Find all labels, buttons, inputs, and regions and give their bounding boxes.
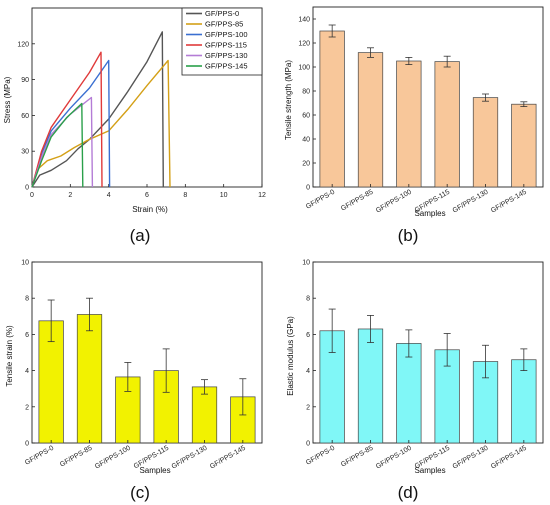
panel-c-xtick-label: GF/PPS-85: [59, 445, 94, 469]
panel-c-xtick-label: GF/PPS-130: [171, 445, 209, 471]
panel-d-xtick-label: GF/PPS-130: [452, 445, 490, 471]
panel-a-ytick-label: 0: [25, 185, 29, 192]
panel-d-axes-frame: [312, 261, 544, 444]
panel-c-axes-frame: [31, 261, 263, 444]
panel-b-bar: [511, 103, 537, 188]
panel-b-ytick-label: 0: [306, 185, 310, 192]
panel-c-xtick-label: GF/PPS-100: [94, 445, 132, 471]
panel-b-bar: [357, 52, 384, 188]
panel-a-caption: (a): [130, 226, 151, 245]
panel-b-ytick-label: 100: [298, 65, 310, 72]
legend-label: GF/PPS-100: [205, 30, 248, 39]
panel-a-xtick-label: 0: [30, 192, 34, 199]
panel-a-xlabel: Strain (%): [132, 205, 168, 214]
legend-label: GF/PPS-85: [205, 20, 243, 29]
panel-c-caption: (c): [130, 483, 150, 502]
panel-b-bar: [472, 97, 499, 188]
panel-a-xtick-label: 4: [107, 192, 111, 199]
panel-b-xtick-label: GF/PPS-100: [375, 189, 413, 215]
panel-c-xtick-label: GF/PPS-0: [24, 445, 55, 467]
panel-d-bar: [357, 328, 384, 444]
panel-c-xlabel: Samples: [139, 466, 170, 475]
legend-label: GF/PPS-115: [205, 41, 247, 50]
panel-c-ytick-label: 0: [25, 441, 29, 448]
panel-b-bar: [396, 60, 422, 188]
panel-d-xtick-label: GF/PPS-0: [305, 445, 336, 467]
panel-a-ylabel: Stress (MPa): [3, 76, 12, 123]
panel-b-axes-frame: [312, 6, 544, 188]
panel-b-xtick-label: GF/PPS-85: [340, 189, 375, 213]
series-line-gf-pps-85: [31, 59, 171, 188]
panel-d-ytick-label: 6: [306, 332, 310, 339]
panel-b-caption: (b): [398, 226, 419, 245]
panel-c-ylabel: Tensile strain (%): [5, 325, 14, 387]
panel-b-ytick-label: 20: [302, 161, 310, 168]
panel-a-xtick-label: 10: [220, 192, 228, 199]
panel-c-tensile-strain: 0 2 4 6 8 10 GF/PPS-0 GF/PPS-85 GF/PPS-100 GF/PPS…: [5, 260, 263, 502]
series-line-gf-pps-100: [31, 59, 111, 188]
legend-label: GF/PPS-145: [205, 62, 248, 71]
series-line-gf-pps-145: [31, 102, 84, 188]
panel-d-ytick-label: 0: [306, 441, 310, 448]
legend-label: GF/PPS-0: [205, 9, 239, 18]
panel-d-ylabel: Elastic modulus (GPa): [286, 316, 295, 396]
panel-c-ytick-label: 10: [21, 260, 29, 267]
panel-a-ytick-label: 60: [21, 113, 29, 120]
panel-d-ytick-label: 8: [306, 296, 310, 303]
panel-d-xtick-label: GF/PPS-85: [340, 445, 375, 469]
panel-a-legend-box: [181, 7, 263, 76]
panel-a-ytick-label: 90: [21, 77, 29, 84]
panel-a-xtick-label: 2: [68, 192, 72, 199]
panel-b-ytick-label: 60: [302, 113, 310, 120]
panel-b-bar: [319, 30, 345, 188]
panel-d-ytick-label: 10: [302, 260, 310, 267]
series-line-gf-pps-0: [31, 31, 164, 188]
panel-d-ytick-label: 4: [306, 368, 310, 375]
panel-b-ytick-label: 80: [302, 89, 310, 96]
panel-d-bar: [396, 343, 422, 444]
panel-a-ytick-label: 30: [21, 149, 29, 156]
panel-c-ytick-label: 8: [25, 296, 29, 303]
panel-b-ytick-label: 120: [298, 41, 310, 48]
panel-a-ytick-label: 120: [17, 41, 29, 48]
panel-c-ytick-label: 6: [25, 332, 29, 339]
panel-d-xtick-label: GF/PPS-100: [375, 445, 413, 471]
panel-b-ytick-label: 40: [302, 137, 310, 144]
panel-c-bar: [76, 314, 103, 444]
panel-b-xtick-label: GF/PPS-145: [490, 189, 528, 215]
series-line-gf-pps-115: [31, 51, 103, 188]
panel-d-xlabel: Samples: [414, 466, 445, 475]
panel-d-elastic-modulus: 0 2 4 6 8 10 GF/PPS-0 GF/PPS-85 GF/PPS-100 GF/PPS…: [286, 260, 544, 502]
panel-b-bar: [434, 61, 460, 188]
legend-label: GF/PPS-130: [205, 51, 248, 60]
panel-d-caption: (d): [398, 483, 419, 502]
panel-a-xtick-label: 6: [145, 192, 149, 199]
panel-b-ylabel: Tensile strength (MPa): [284, 60, 293, 140]
panel-c-ytick-label: 2: [25, 404, 29, 411]
panel-c-xtick-label: GF/PPS-145: [209, 445, 247, 471]
panel-d-ytick-label: 2: [306, 404, 310, 411]
panel-d-bar: [511, 359, 537, 444]
panel-c-bar: [191, 386, 218, 444]
panel-b-ytick-label: 140: [298, 17, 310, 24]
panel-c-ytick-label: 4: [25, 368, 29, 375]
panel-b-xlabel: Samples: [414, 209, 445, 218]
panel-b-xtick-label: GF/PPS-130: [452, 189, 490, 215]
panel-a-xtick-label: 8: [183, 192, 187, 199]
panel-d-xtick-label: GF/PPS-145: [490, 445, 528, 471]
panel-a-xtick-label: 12: [258, 192, 266, 199]
panel-b-xtick-label: GF/PPS-0: [305, 189, 336, 211]
